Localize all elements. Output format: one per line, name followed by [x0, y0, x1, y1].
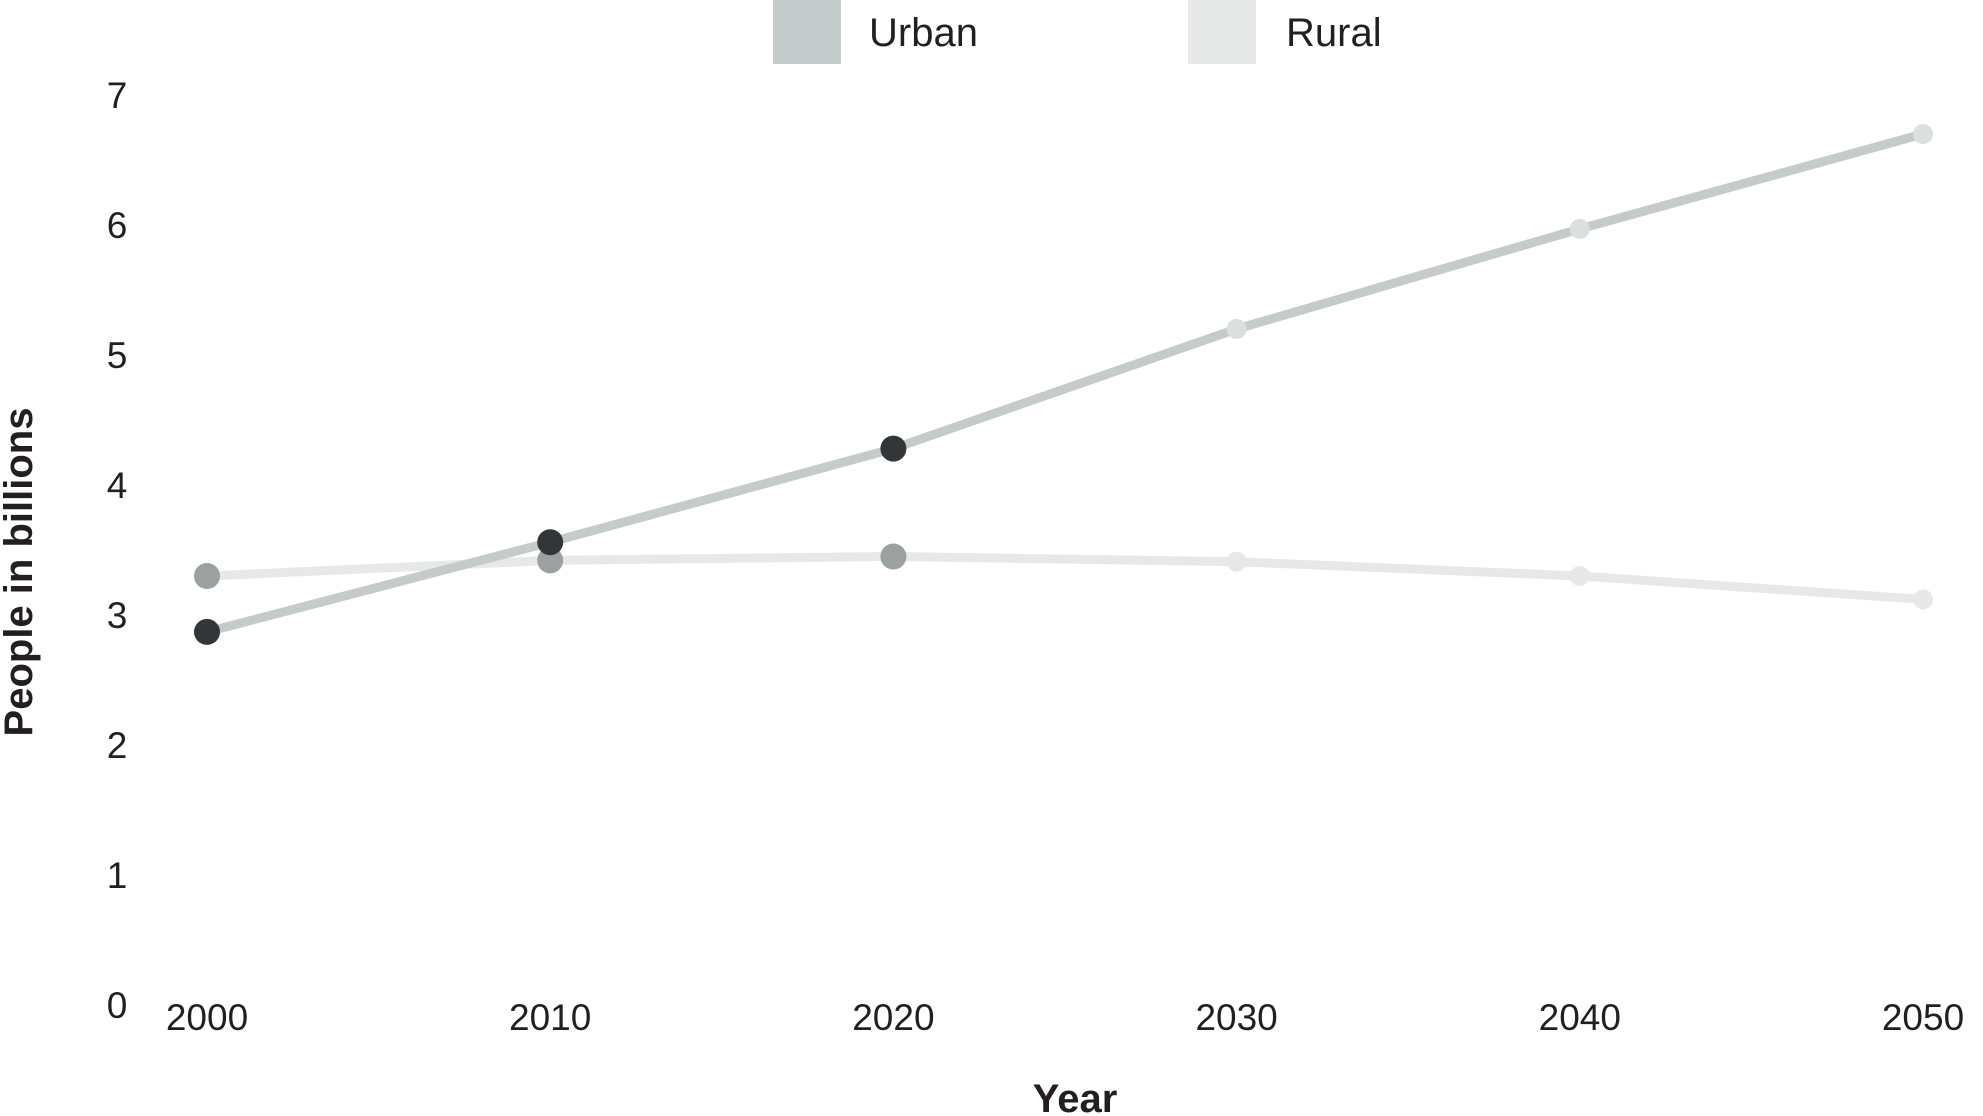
legend: Urban Rural: [773, 0, 1382, 64]
data-point-rural: [1569, 566, 1590, 586]
data-point-urban: [537, 529, 564, 556]
y-tick-label: 5: [107, 335, 128, 376]
data-point-rural: [1226, 551, 1247, 572]
x-tick-label: 2020: [852, 997, 934, 1038]
y-tick-label: 7: [107, 75, 128, 116]
x-tick-label: 2000: [166, 997, 248, 1038]
y-tick-label: 1: [107, 855, 128, 896]
y-tick-label: 6: [107, 205, 128, 246]
y-axis-title: People in billions: [0, 408, 41, 737]
x-axis-title: Year: [1033, 1077, 1118, 1116]
series-points: [194, 124, 1933, 645]
x-axis-ticks: 2000 2010 2020 2030 2040 2050: [166, 997, 1964, 1038]
y-tick-label: 2: [107, 725, 128, 766]
data-point-urban: [194, 618, 220, 645]
series-line-urban: [202, 129, 1928, 637]
data-point-rural: [537, 547, 564, 574]
x-tick-label: 2040: [1539, 997, 1621, 1038]
y-tick-label: 4: [107, 465, 128, 506]
y-axis-ticks: 0 1 2 3 4 5 6 7: [107, 75, 128, 1026]
x-tick-label: 2050: [1882, 997, 1964, 1038]
legend-label-urban: Urban: [869, 11, 978, 55]
series-line-rural: [202, 552, 1928, 604]
data-point-rural: [880, 543, 907, 570]
x-tick-label: 2010: [509, 997, 591, 1038]
y-tick-label: 0: [107, 985, 128, 1026]
data-point-urban: [880, 435, 907, 462]
legend-swatch-rural: [1188, 0, 1256, 64]
x-tick-label: 2030: [1195, 997, 1277, 1038]
data-point-rural: [194, 563, 220, 589]
y-tick-label: 3: [107, 595, 128, 636]
data-point-urban: [1569, 218, 1590, 239]
data-point-urban: [1913, 124, 1933, 144]
series-lines: [202, 129, 1928, 637]
legend-label-rural: Rural: [1286, 11, 1382, 55]
legend-swatch-urban: [773, 0, 841, 64]
data-point-urban: [1226, 319, 1247, 339]
data-point-rural: [1913, 589, 1933, 610]
